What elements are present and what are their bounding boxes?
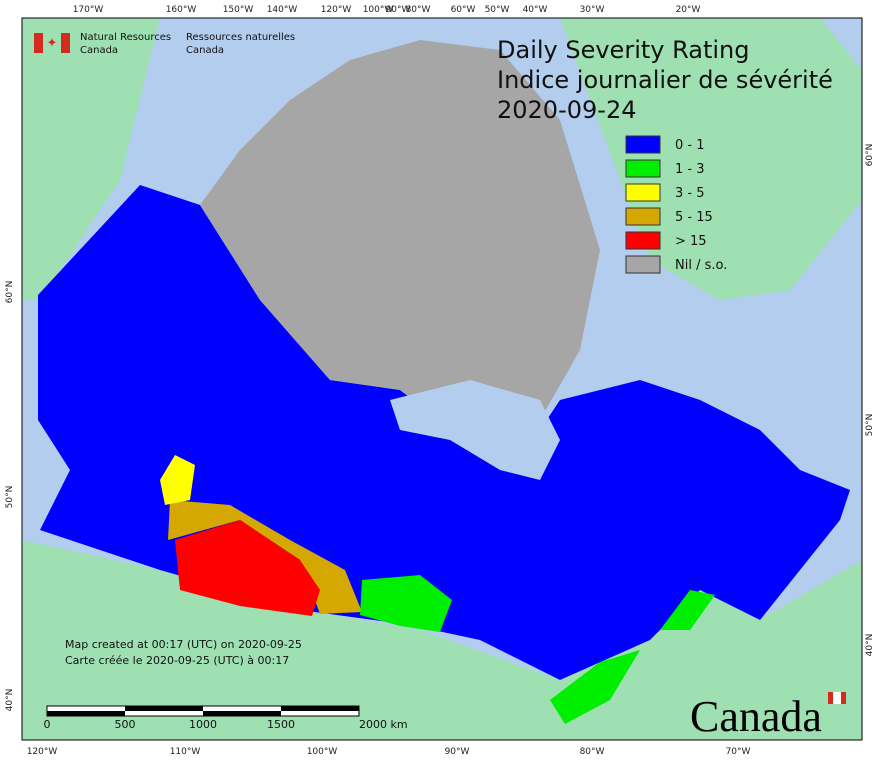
agency-en: Canada: [80, 45, 118, 56]
ontario-area: [550, 650, 640, 724]
legend-swatch: [625, 255, 661, 274]
latitude-label: 50°N: [865, 414, 875, 437]
bottom-longitudes: 120°W 110°W 100°W 90°W 80°W 70°W: [27, 747, 751, 757]
top-longitudes: 170°W 160°W 150°W 140°W 120°W 100°W90°W80°W 60…: [73, 5, 701, 15]
latitude-label: 60°N: [865, 144, 875, 167]
longitude-label: 100°W: [363, 5, 394, 15]
legend-label: 1 - 3: [675, 162, 705, 177]
scale-segment: [47, 711, 125, 716]
map-note: Map created at 00:17 (UTC) on 2020-09-25: [65, 638, 302, 651]
arctic-nil: [200, 40, 600, 460]
hudson-bay: [390, 380, 560, 480]
scale-label: 500: [115, 718, 136, 731]
agency-en: Natural Resources: [80, 32, 171, 43]
flag-leaf: ✦: [47, 36, 58, 51]
title: Daily Severity Rating: [497, 36, 749, 64]
longitude-label: 70°W: [726, 747, 751, 757]
latitude-label: 40°N: [5, 689, 15, 712]
latitude-label: 40°N: [865, 634, 875, 657]
longitude-label: 90°W: [445, 747, 470, 757]
longitude-label: 160°W: [166, 5, 197, 15]
map-frame: [21, 17, 863, 741]
longitude-label: 120°W: [27, 747, 58, 757]
low-moderate-area: [360, 575, 452, 632]
scale-segment: [125, 706, 203, 711]
maritime-area: [660, 590, 715, 630]
longitude-label: 150°W: [223, 5, 254, 15]
flag-bar: [34, 33, 43, 53]
longitude-label: 80°W: [580, 747, 605, 757]
high-area: [160, 455, 195, 505]
agency-fr: Canada: [186, 45, 224, 56]
greenland: [560, 18, 862, 300]
legend-label: > 15: [675, 234, 707, 249]
scale-segment: [281, 706, 359, 711]
longitude-label: 40°W: [523, 5, 548, 15]
date: 2020-09-24: [497, 96, 636, 124]
legend-swatch: [625, 207, 661, 226]
wordmark-flag: [833, 692, 841, 704]
scale-labels: 0 500 1000 1500 2000 km: [44, 718, 408, 731]
scale-label: 2000 km: [359, 718, 408, 731]
longitude-label: 80°W: [406, 5, 431, 15]
latitude-label: 60°N: [5, 281, 15, 304]
longitude-label: 90°W: [386, 5, 411, 15]
map-area: [22, 18, 862, 740]
legend-swatch: [625, 231, 661, 250]
longitude-label: 30°W: [580, 5, 605, 15]
longitude-label: 50°W: [485, 5, 510, 15]
longitude-label: 140°W: [267, 5, 298, 15]
wordmark: Canada: [690, 692, 822, 741]
longitude-label: 20°W: [676, 5, 701, 15]
subtitle: Indice journalier de sévérité: [497, 66, 833, 94]
scale-label: 0: [44, 718, 51, 731]
scale-label: 1000: [189, 718, 217, 731]
latitude-label: 50°N: [5, 486, 15, 509]
agency-fr: Ressources naturelles: [186, 32, 295, 43]
legend-label: Nil / s.o.: [675, 258, 727, 273]
flag-bar: [61, 33, 70, 53]
longitude-label: 60°W: [451, 5, 476, 15]
scale-segment: [203, 711, 281, 716]
alaska: [22, 18, 160, 300]
longitude-label: 110°W: [170, 747, 201, 757]
legend-label: 3 - 5: [675, 186, 705, 201]
legend-label: 5 - 15: [675, 210, 713, 225]
legend-swatch: [625, 135, 661, 154]
united-states: [22, 540, 862, 740]
legend: 0 - 1 1 - 3 3 - 5 5 - 15 > 15 Nil / s.o.: [625, 135, 727, 274]
longitude-label: 100°W: [307, 747, 338, 757]
scale-label: 1500: [267, 718, 295, 731]
legend-swatch: [625, 159, 661, 178]
legend-swatch: [625, 183, 661, 202]
longitude-label: 170°W: [73, 5, 104, 15]
map-note: Carte créée le 2020-09-25 (UTC) à 00:17: [65, 654, 289, 667]
extreme-area: [175, 520, 320, 616]
longitude-label: 120°W: [321, 5, 352, 15]
legend-label: 0 - 1: [675, 138, 705, 153]
scale-bar: [46, 705, 360, 717]
